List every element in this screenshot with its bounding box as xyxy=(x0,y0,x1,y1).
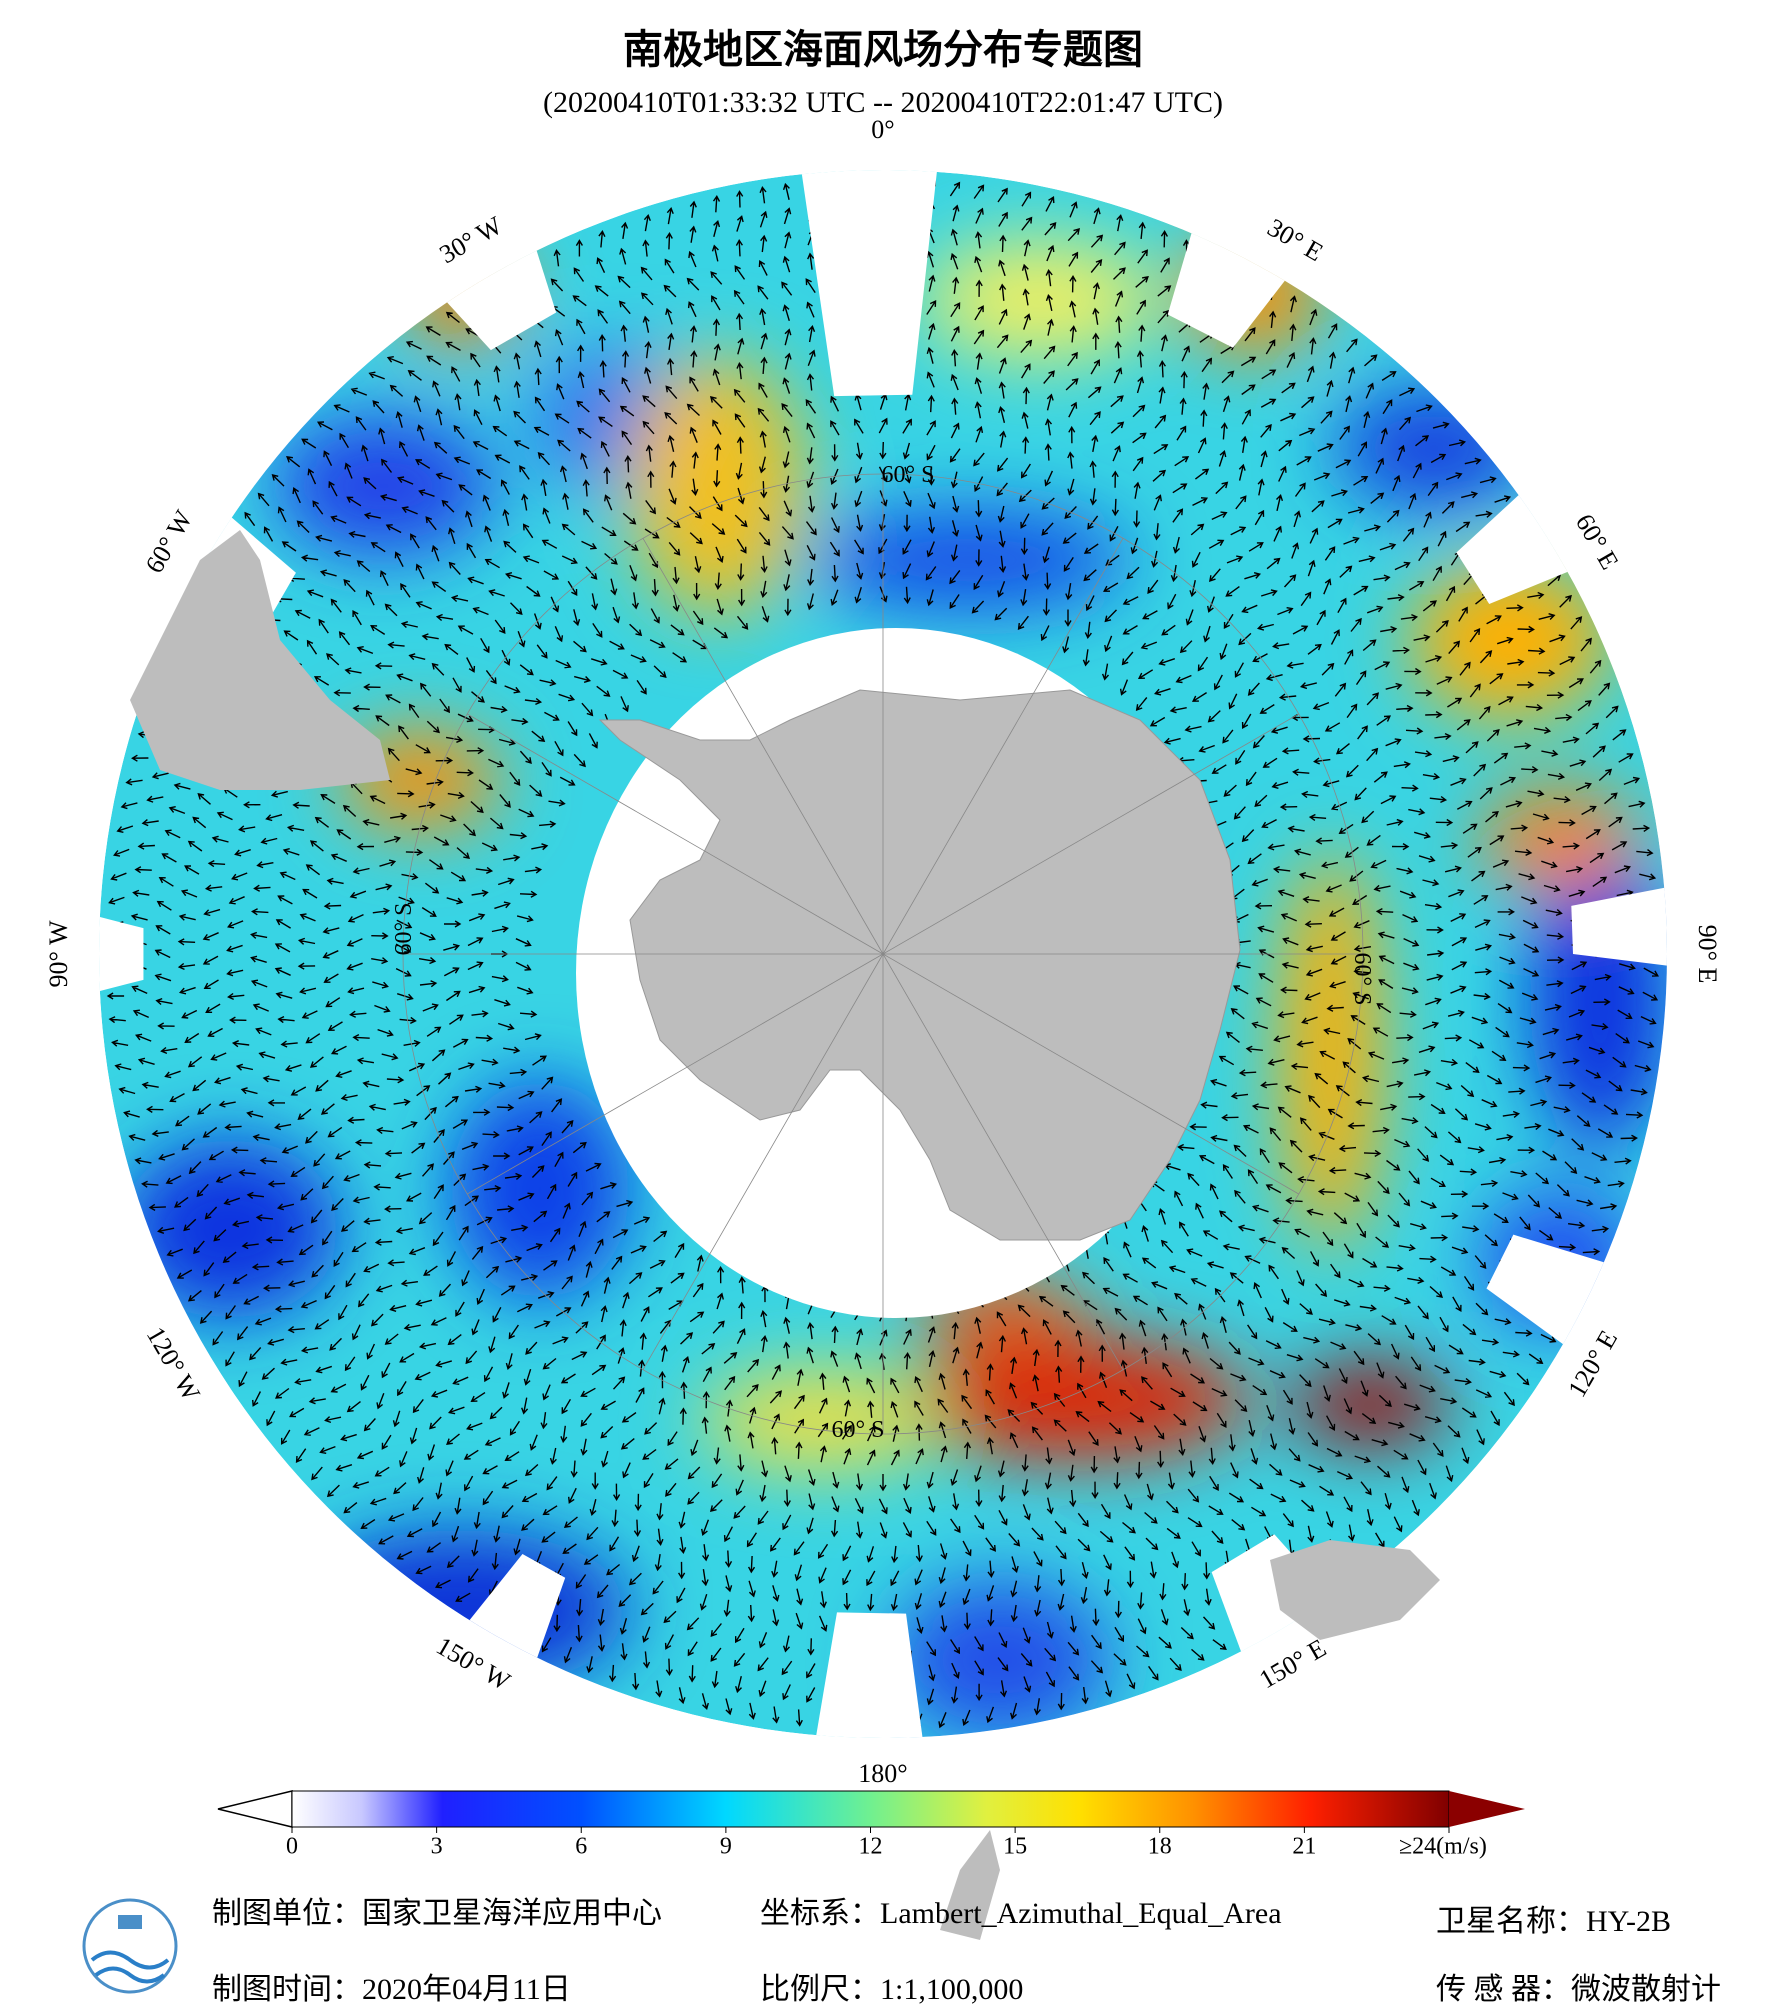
colorbar-tick-label: ≥24(m/s) xyxy=(1399,1834,1487,1860)
latitude-labels: 60° S 60° S 60° S 60° S xyxy=(391,462,1375,1443)
longitude-label: 120° E xyxy=(1562,1325,1623,1402)
meridian xyxy=(882,713,1299,955)
longitude-label: 60° W xyxy=(140,505,199,578)
meridian xyxy=(882,953,1299,1195)
colorbar-tick-label: 18 xyxy=(1148,1834,1172,1860)
satellite: 卫星名称：HY-2B xyxy=(1436,1905,1671,1938)
producer: 制图单位：国家卫星海洋应用中心 xyxy=(212,1897,662,1930)
logo xyxy=(82,1898,178,1994)
colorbar-tick-label: 15 xyxy=(1003,1834,1027,1860)
meridian xyxy=(882,538,1124,955)
sensor: 传 感 器：微波散射计 xyxy=(1436,1973,1721,2006)
colorbar: 0 3 6 9 12 15 18 21 ≥24(m/s) xyxy=(217,1790,1525,1860)
colorbar-tick-label: 21 xyxy=(1292,1834,1316,1860)
longitude-label: 90° W xyxy=(44,920,73,987)
meridian xyxy=(467,713,884,955)
latitude-label: 60° S xyxy=(882,462,935,488)
data-gap xyxy=(798,170,940,397)
meridian xyxy=(642,538,884,955)
longitude-label: 30° E xyxy=(1263,213,1328,268)
south-america xyxy=(130,530,390,790)
meridian xyxy=(882,953,1124,1370)
longitude-label: 30° W xyxy=(434,210,507,269)
data-gap xyxy=(1167,213,1298,348)
graticule xyxy=(402,473,1364,1435)
antarctica xyxy=(130,530,1440,1940)
date: 制图时间：2020年04月11日 xyxy=(212,1973,571,2006)
projection: 坐标系：Lambert_Azimuthal_Equal_Area xyxy=(760,1897,1282,1930)
map-title: 南极地区海面风场分布专题图 xyxy=(623,27,1143,72)
data-gap xyxy=(99,911,144,997)
continent xyxy=(598,689,1241,1241)
colorbar-ticks: 0 3 6 9 12 15 18 21 ≥24(m/s) xyxy=(286,1827,1487,1860)
colorbar-tick-label: 12 xyxy=(859,1834,883,1860)
longitude-label: 90° E xyxy=(1693,925,1722,984)
data-gap xyxy=(1571,883,1667,969)
colorbar-under xyxy=(217,1790,293,1828)
data-gap xyxy=(1456,481,1587,604)
longitude-label: 120° W xyxy=(141,1322,206,1406)
data-gap xyxy=(1211,1534,1345,1671)
map-subtitle: (20200410T01:33:32 UTC -- 20200410T22:01… xyxy=(543,86,1223,119)
longitude-label: 0° xyxy=(871,115,894,144)
data-gap xyxy=(812,1612,926,1738)
latitude-label: 60° S xyxy=(391,903,417,956)
meridian xyxy=(467,953,884,1195)
colorbar-tick-label: 9 xyxy=(720,1834,732,1860)
colorbar-over xyxy=(1449,1791,1525,1827)
footer: 制图单位：国家卫星海洋应用中心 制图时间：2020年04月11日 坐标系：Lam… xyxy=(82,1897,1721,2006)
longitude-label: 60° E xyxy=(1570,509,1625,574)
scale: 比例尺：1:1,100,000 xyxy=(760,1973,1023,2006)
longitude-label: 180° xyxy=(858,1759,907,1788)
colorbar-tick-label: 6 xyxy=(575,1834,587,1860)
latitude-label: 60° S xyxy=(832,1417,885,1443)
meridian xyxy=(642,953,884,1370)
colorbar-tick-label: 3 xyxy=(431,1834,443,1860)
latitude-label: 60° S xyxy=(1349,953,1375,1006)
data-gap xyxy=(433,231,557,351)
longitude-label: 150° W xyxy=(431,1631,515,1696)
longitude-label: 150° E xyxy=(1254,1633,1331,1694)
new-zealand-australia xyxy=(940,1540,1440,1940)
colorbar-ramp xyxy=(291,1790,1450,1828)
colorbar-tick-label: 0 xyxy=(286,1834,298,1860)
